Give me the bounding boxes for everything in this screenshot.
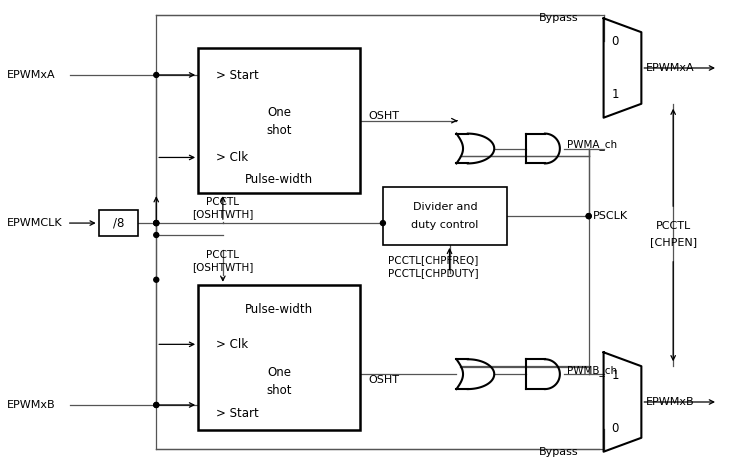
Circle shape	[154, 220, 159, 226]
Text: 1: 1	[612, 369, 619, 382]
Text: One: One	[267, 366, 291, 379]
Bar	[383, 187, 507, 245]
Circle shape	[154, 277, 159, 282]
Circle shape	[154, 73, 159, 77]
Text: [OSHTWTH]: [OSHTWTH]	[192, 209, 254, 219]
Text: EPWMxA: EPWMxA	[7, 70, 56, 80]
Text: PCCTL: PCCTL	[207, 250, 240, 260]
Text: shot: shot	[266, 124, 292, 137]
Text: Pulse-width: Pulse-width	[245, 303, 313, 316]
Text: PWMB_ch: PWMB_ch	[567, 365, 617, 376]
Circle shape	[154, 220, 159, 226]
Text: > Clk: > Clk	[216, 151, 248, 164]
Circle shape	[381, 220, 385, 226]
Bar	[198, 48, 360, 193]
Circle shape	[154, 402, 159, 408]
Text: duty control: duty control	[412, 220, 478, 230]
Text: OSHT: OSHT	[368, 111, 399, 121]
Text: Bypass: Bypass	[539, 13, 578, 23]
Bar	[198, 285, 360, 430]
Text: Divider and: Divider and	[413, 202, 477, 212]
Text: shot: shot	[266, 384, 292, 396]
Text: Bypass: Bypass	[539, 446, 578, 457]
Circle shape	[587, 213, 591, 219]
Text: EPWMxA: EPWMxA	[646, 63, 695, 73]
Text: [CHPEN]: [CHPEN]	[650, 237, 697, 247]
Text: 0: 0	[612, 422, 619, 435]
Text: PCCTL[CHPDUTY]: PCCTL[CHPDUTY]	[388, 268, 478, 278]
Circle shape	[154, 233, 159, 237]
Text: 1: 1	[612, 88, 619, 102]
Circle shape	[154, 220, 159, 226]
Text: /8: /8	[112, 217, 124, 230]
Text: EPWMxB: EPWMxB	[646, 397, 695, 407]
Text: PCCTL[CHPFREQ]: PCCTL[CHPFREQ]	[388, 255, 478, 265]
Text: > Start: > Start	[216, 69, 259, 82]
Text: PWMA_ch: PWMA_ch	[567, 139, 617, 150]
Text: Pulse-width: Pulse-width	[245, 173, 313, 186]
Text: [OSHTWTH]: [OSHTWTH]	[192, 262, 254, 272]
Text: > Start: > Start	[216, 408, 259, 420]
Text: EPWMxB: EPWMxB	[7, 400, 56, 410]
Circle shape	[587, 213, 591, 219]
Circle shape	[154, 402, 159, 408]
Text: PSCLK: PSCLK	[592, 211, 628, 221]
Text: > Clk: > Clk	[216, 338, 248, 351]
Text: PCCTL: PCCTL	[207, 197, 240, 207]
Text: PCCTL: PCCTL	[656, 221, 691, 231]
Text: 0: 0	[612, 35, 619, 48]
Bar	[98, 210, 138, 236]
Text: One: One	[267, 106, 291, 119]
Text: EPWMCLK: EPWMCLK	[7, 218, 62, 228]
Text: OSHT: OSHT	[368, 375, 399, 385]
